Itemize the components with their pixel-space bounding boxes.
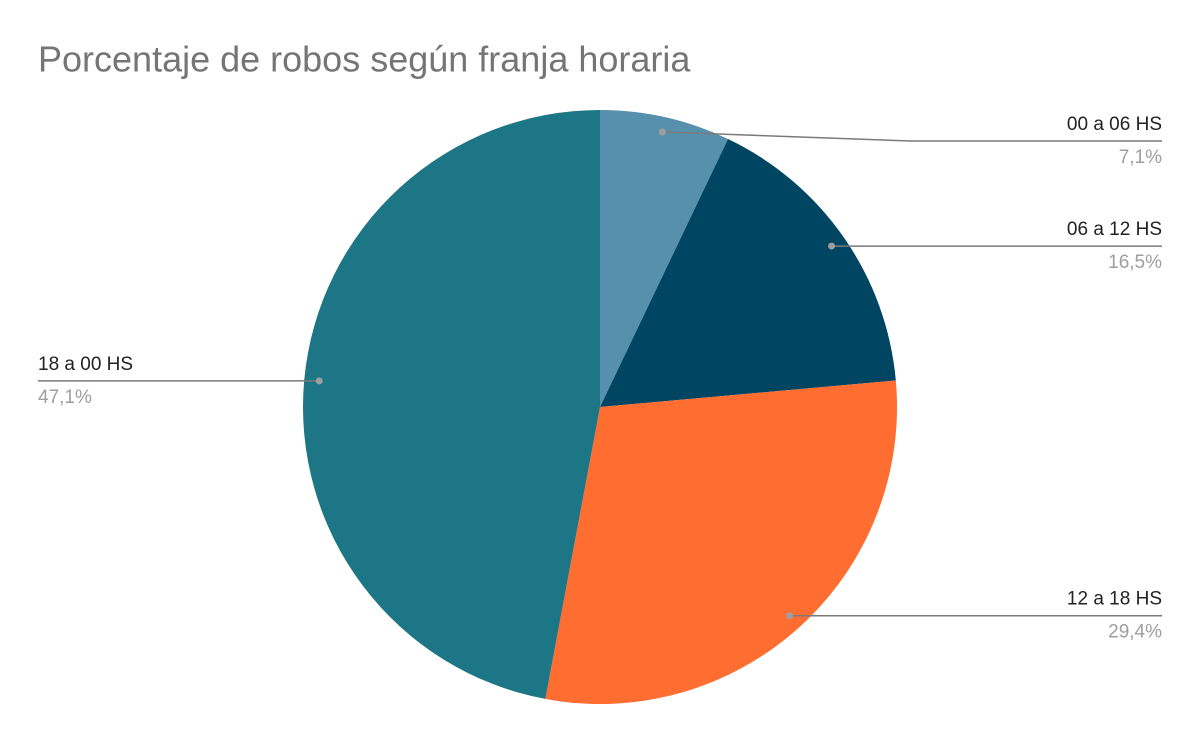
leader-dot <box>658 128 666 136</box>
pie-slice <box>600 139 896 407</box>
value-label: 29,4% <box>1108 622 1162 643</box>
leader-line <box>662 131 1162 142</box>
value-label: 7,1% <box>1119 147 1162 168</box>
chart-title: Porcentaje de robos según franja horaria <box>38 39 691 80</box>
leader-dot <box>315 377 323 385</box>
legend-label: 00 a 06 HS <box>1067 114 1162 135</box>
legend-label: 12 a 18 HS <box>1067 589 1162 610</box>
pie-slice <box>600 110 729 407</box>
leader-dot <box>828 242 836 250</box>
leader-dot <box>786 612 794 620</box>
pie-slice <box>302 110 600 699</box>
legend-label: 18 a 00 HS <box>38 354 133 375</box>
value-label: 16,5% <box>1108 252 1162 273</box>
pie-slice <box>545 380 897 704</box>
value-label: 47,1% <box>38 387 92 408</box>
legend-label: 06 a 12 HS <box>1067 219 1162 240</box>
